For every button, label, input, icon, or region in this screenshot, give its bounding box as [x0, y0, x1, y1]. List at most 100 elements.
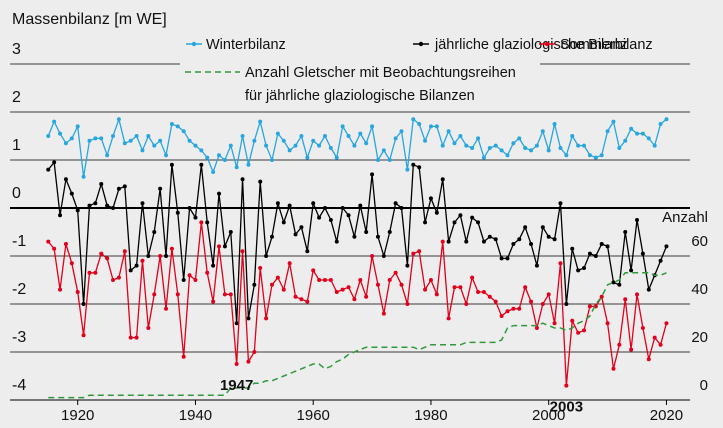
data-point	[252, 282, 257, 287]
data-point	[387, 230, 392, 234]
data-point	[446, 239, 451, 244]
series-line	[48, 272, 667, 399]
legend-swatch	[418, 41, 424, 47]
data-point	[664, 321, 669, 326]
data-point	[128, 138, 133, 143]
data-point	[605, 321, 610, 326]
series-line	[47, 222, 668, 386]
data-point	[328, 146, 333, 150]
data-point	[58, 131, 63, 136]
data-point	[81, 174, 86, 179]
data-point	[264, 316, 269, 321]
data-point	[417, 165, 422, 170]
data-point	[446, 316, 451, 321]
data-point	[187, 273, 192, 278]
data-point	[69, 136, 74, 141]
data-point	[99, 251, 104, 256]
data-point	[640, 326, 645, 330]
data-point	[258, 179, 263, 184]
data-point	[464, 302, 469, 306]
data-point	[523, 285, 528, 290]
data-point	[658, 258, 663, 263]
data-point	[423, 220, 428, 225]
data-point	[152, 292, 157, 297]
data-point	[417, 122, 422, 126]
data-point	[299, 297, 304, 302]
data-point	[334, 290, 339, 294]
data-point	[570, 318, 575, 323]
data-point	[169, 246, 174, 251]
data-point	[476, 290, 481, 294]
data-point	[305, 155, 310, 160]
data-point	[587, 251, 592, 256]
data-point	[346, 134, 351, 138]
data-point	[493, 143, 498, 148]
data-point	[158, 254, 163, 258]
data-point	[523, 146, 528, 150]
data-point	[205, 155, 210, 160]
data-point	[175, 210, 180, 215]
data-point	[617, 146, 622, 150]
data-point	[540, 302, 545, 306]
data-point	[593, 254, 598, 258]
y2-tick-label: 0	[700, 377, 708, 394]
series-line	[47, 160, 668, 324]
data-point	[299, 225, 304, 230]
data-point	[111, 278, 116, 282]
data-point	[146, 134, 151, 138]
data-point	[370, 172, 375, 177]
y-tick-label: 3	[12, 41, 21, 58]
data-point	[593, 155, 598, 160]
data-point	[364, 230, 369, 234]
data-point	[52, 160, 57, 165]
data-point	[440, 177, 445, 182]
data-point	[293, 294, 298, 299]
data-point	[287, 148, 292, 153]
data-point	[346, 285, 351, 290]
y2-tick-label: 20	[691, 329, 708, 346]
data-point	[275, 275, 280, 280]
data-point	[405, 167, 410, 172]
data-point	[116, 186, 121, 191]
data-point	[540, 129, 545, 134]
data-point	[311, 138, 316, 143]
x-tick-label: 1940	[179, 407, 212, 424]
data-point	[187, 138, 192, 143]
data-point	[511, 306, 516, 311]
y2-tick-label: 40	[691, 281, 708, 298]
data-point	[517, 136, 522, 141]
data-point	[499, 256, 504, 261]
data-point	[181, 354, 186, 359]
data-point	[99, 136, 104, 141]
data-point	[611, 119, 616, 124]
data-point	[169, 162, 174, 167]
series-line	[47, 116, 667, 177]
data-point	[228, 230, 233, 234]
data-point	[105, 153, 110, 158]
data-point	[529, 148, 534, 153]
data-point	[481, 155, 486, 160]
data-point	[87, 270, 92, 275]
annotation: 1947	[220, 377, 253, 394]
data-point	[664, 244, 669, 249]
data-point	[428, 278, 433, 282]
data-point	[140, 258, 145, 263]
data-point	[605, 129, 610, 134]
data-point	[529, 242, 534, 246]
data-point	[375, 234, 380, 239]
data-point	[640, 131, 645, 136]
legend-swatch	[191, 41, 197, 47]
data-point	[169, 122, 174, 126]
data-point	[375, 158, 380, 162]
data-point	[281, 220, 286, 225]
data-point	[334, 239, 339, 244]
data-point	[617, 282, 622, 287]
data-point	[558, 261, 563, 266]
data-point	[440, 239, 445, 244]
data-point	[358, 278, 363, 282]
legend-bg	[180, 33, 715, 55]
data-point	[487, 146, 492, 150]
data-point	[546, 234, 551, 239]
data-point	[464, 239, 469, 244]
data-point	[158, 186, 163, 191]
